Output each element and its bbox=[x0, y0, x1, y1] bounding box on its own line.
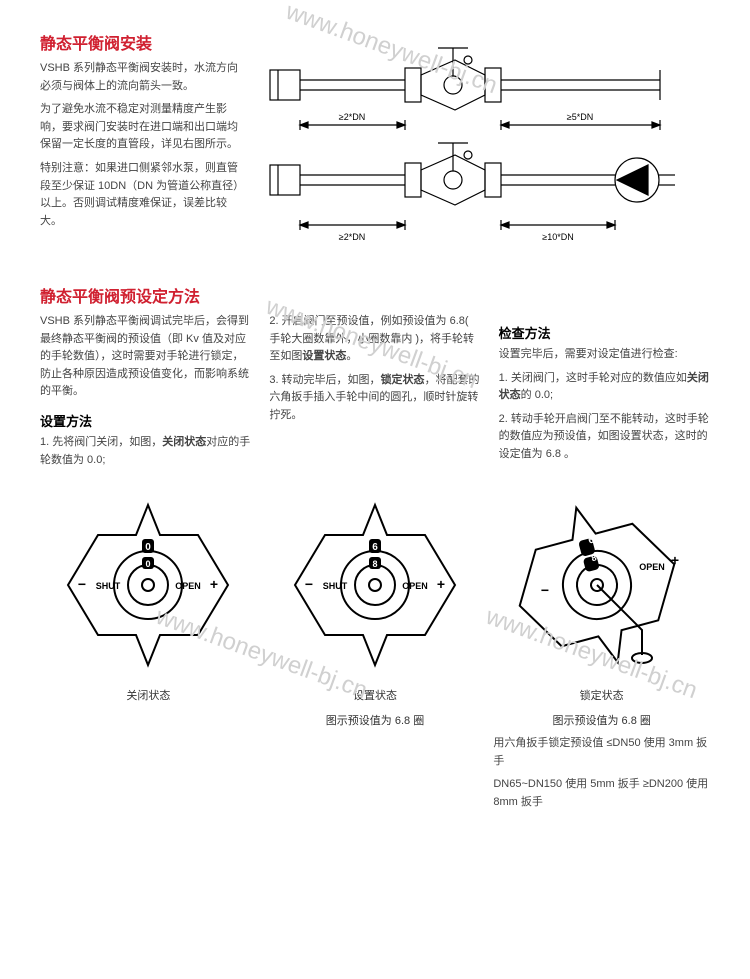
handwheel-closed-icon: 0 0 SHUT − OPEN + bbox=[58, 495, 238, 675]
svg-text:SHUT: SHUT bbox=[323, 581, 348, 591]
preset-section: 静态平衡阀预设定方法 VSHB 系列静态平衡阀调试完毕后，会得到最终静态平衡阀的… bbox=[40, 283, 710, 818]
installation-p3: 特别注意：如果进口侧紧邻水泵，则直管段至少保证 10DN（DN 为管道公称直径）… bbox=[40, 160, 240, 230]
svg-text:0: 0 bbox=[146, 559, 151, 569]
svg-text:OPEN: OPEN bbox=[402, 581, 428, 591]
handwheel-set-caption2: 图示预设值为 6.8 圈 bbox=[267, 713, 484, 730]
svg-text:6: 6 bbox=[372, 542, 378, 553]
svg-text:OPEN: OPEN bbox=[176, 581, 202, 591]
diag-label-2dn-bot: ≥2*DN bbox=[339, 232, 365, 242]
col3-p3: 2. 转动手轮开启阀门至不能转动，这时手轮的数值应为预设值，如图设置状态，这时的… bbox=[499, 411, 710, 464]
installation-diagram: ≥2*DN ≥5*DN bbox=[260, 30, 710, 255]
col1-h: 设置方法 bbox=[40, 411, 251, 430]
diag-label-2dn-top: ≥2*DN bbox=[339, 112, 365, 122]
handwheel-set-caption1: 设置状态 bbox=[267, 688, 484, 705]
col2-p1: 2. 开启阀门至预设值，例如预设值为 6.8( 手轮大圈数靠外，小圈数靠内 )，… bbox=[269, 313, 480, 366]
preset-col2: 2. 开启阀门至预设值，例如预设值为 6.8( 手轮大圈数靠外，小圈数靠内 )，… bbox=[269, 313, 480, 475]
preset-title: 静态平衡阀预设定方法 bbox=[40, 283, 710, 307]
handwheel-closed: 0 0 SHUT − OPEN + 关闭状态 bbox=[40, 495, 257, 817]
svg-text:+: + bbox=[210, 576, 218, 592]
svg-text:SHUT: SHUT bbox=[96, 581, 121, 591]
installation-section: 静态平衡阀安装 VSHB 系列静态平衡阀安装时，水流方向必须与阀体上的流向箭头一… bbox=[40, 30, 710, 255]
diag-label-10dn: ≥10*DN bbox=[542, 232, 573, 242]
svg-text:+: + bbox=[671, 552, 679, 568]
handwheel-locked-caption1: 锁定状态 bbox=[493, 688, 710, 705]
col1-p1: VSHB 系列静态平衡阀调试完毕后，会得到最终静态平衡阀的预设值（即 Kv 值及… bbox=[40, 313, 251, 401]
col2-p2: 3. 转动完毕后，如图，锁定状态，将配套的六角扳手插入手轮中间的圆孔，顺时针旋转… bbox=[269, 372, 480, 425]
col1-p2: 1. 先将阀门关闭，如图，关闭状态对应的手轮数值为 0.0; bbox=[40, 434, 251, 469]
installation-p1: VSHB 系列静态平衡阀安装时，水流方向必须与阀体上的流向箭头一致。 bbox=[40, 60, 240, 95]
diag-label-5dn: ≥5*DN bbox=[567, 112, 593, 122]
svg-text:−: − bbox=[305, 576, 313, 592]
preset-col1: VSHB 系列静态平衡阀调试完毕后，会得到最终静态平衡阀的预设值（即 Kv 值及… bbox=[40, 313, 251, 475]
svg-text:+: + bbox=[437, 576, 445, 592]
handwheel-closed-caption: 关闭状态 bbox=[40, 688, 257, 705]
installation-p2: 为了避免水流不稳定对测量精度产生影响，要求阀门安装时在进口端和出口端均保留一定长… bbox=[40, 101, 240, 154]
svg-text:0: 0 bbox=[146, 542, 152, 553]
svg-text:−: − bbox=[78, 576, 86, 592]
svg-text:−: − bbox=[541, 582, 549, 598]
handwheel-locked-icon: 6 8 − OPEN + bbox=[507, 495, 697, 675]
col3-p1: 设置完毕后，需要对设定值进行检查: bbox=[499, 346, 710, 364]
svg-text:8: 8 bbox=[372, 559, 377, 569]
preset-col3: 检查方法 设置完毕后，需要对设定值进行检查: 1. 关闭阀门，这时手轮对应的数值… bbox=[499, 313, 710, 475]
handwheel-set-icon: 6 8 SHUT − OPEN + bbox=[285, 495, 465, 675]
handwheel-row: 0 0 SHUT − OPEN + 关闭状态 6 bbox=[40, 495, 710, 817]
installation-title: 静态平衡阀安装 bbox=[40, 30, 240, 54]
col3-h: 检查方法 bbox=[499, 323, 710, 342]
handwheel-set: 6 8 SHUT − OPEN + 设置状态 图示预设值为 6.8 圈 bbox=[267, 495, 484, 817]
handwheel-locked-note2: DN65~DN150 使用 5mm 扳手 ≥DN200 使用 8mm 扳手 bbox=[493, 776, 710, 811]
handwheel-locked-note1: 用六角扳手锁定预设值 ≤DN50 使用 3mm 扳手 bbox=[493, 735, 710, 770]
handwheel-locked: 6 8 − OPEN + 锁定状态 图示预设值为 6.8 圈 用六角扳手锁定预设… bbox=[493, 495, 710, 817]
svg-text:OPEN: OPEN bbox=[639, 562, 665, 572]
col3-p2: 1. 关闭阀门，这时手轮对应的数值应如关闭状态的 0.0; bbox=[499, 370, 710, 405]
handwheel-locked-caption2: 图示预设值为 6.8 圈 bbox=[493, 713, 710, 730]
